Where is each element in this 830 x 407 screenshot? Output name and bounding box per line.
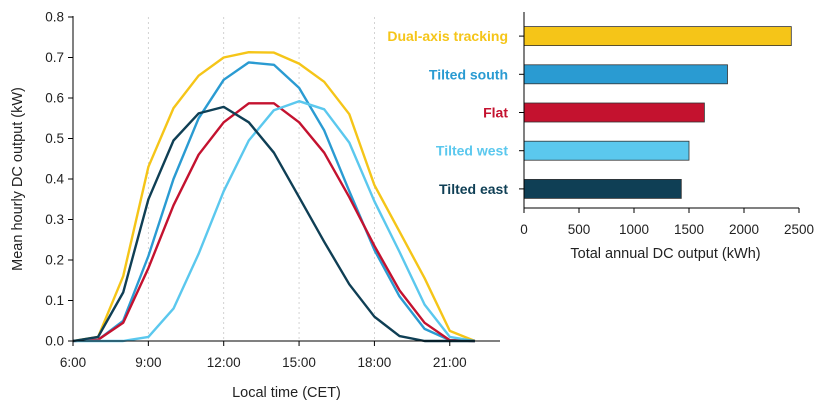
x-tick-label: 12:00 <box>207 355 241 370</box>
y-tick-label: 0.0 <box>45 334 64 349</box>
bar-x-tick-label: 2000 <box>729 222 759 237</box>
y-axis-title: Mean hourly DC output (kW) <box>10 87 26 271</box>
x-tick-label: 18:00 <box>358 355 392 370</box>
bar-x-axis-title: Total annual DC output (kWh) <box>570 246 760 262</box>
bar-tilted-west <box>523 140 690 161</box>
bar-chart-panel: Dual-axis tracking Tilted south Flat Tilted… <box>387 12 814 262</box>
bar-x-tick-label: 1500 <box>674 222 704 237</box>
x-tick-label: 6:00 <box>60 355 86 370</box>
x-axis-title: Local time (CET) <box>232 385 341 401</box>
y-tick-label: 0.2 <box>45 253 64 268</box>
bar-label-tilted-west: Tilted west <box>436 143 508 159</box>
y-tick-label: 0.8 <box>45 10 64 25</box>
series-line-dual-axis-tracking <box>72 51 476 343</box>
y-tick-label: 0.6 <box>45 91 64 106</box>
y-tick-label: 0.1 <box>45 293 64 308</box>
bar-x-tick-label: 500 <box>568 222 591 237</box>
y-tick-label: 0.7 <box>45 50 64 65</box>
bar-label-tilted-east: Tilted east <box>439 181 508 197</box>
bar-x-tick-label: 0 <box>520 222 528 237</box>
series-line-tilted-west <box>73 100 476 343</box>
y-tick-label: 0.5 <box>45 131 64 146</box>
x-tick-label: 15:00 <box>282 355 316 370</box>
bar-label-tilted-south: Tilted south <box>429 66 508 82</box>
series-line-tilted-east <box>72 105 475 343</box>
bar-flat <box>523 102 705 123</box>
x-tick-label: 9:00 <box>135 355 161 370</box>
bar-label-flat: Flat <box>483 105 508 121</box>
x-tick-label: 21:00 <box>433 355 467 370</box>
series-line-flat <box>72 102 475 343</box>
y-tick-label: 0.3 <box>45 212 64 227</box>
bar-x-tick-label: 2500 <box>784 222 814 237</box>
line-chart-panel: 0.0 0.1 0.2 0.3 0.4 0.5 0.6 0.7 0.8 6:00 9:00 12:00… <box>10 10 500 401</box>
bar-dual-axis-tracking <box>523 26 792 47</box>
bar-tilted-east <box>523 178 682 199</box>
series-line-tilted-south <box>72 61 475 343</box>
bar-label-dual-axis-tracking: Dual-axis tracking <box>387 28 508 44</box>
y-tick-label: 0.4 <box>45 172 64 187</box>
bar-tilted-south <box>523 64 728 85</box>
bar-x-tick-label: 1000 <box>619 222 649 237</box>
